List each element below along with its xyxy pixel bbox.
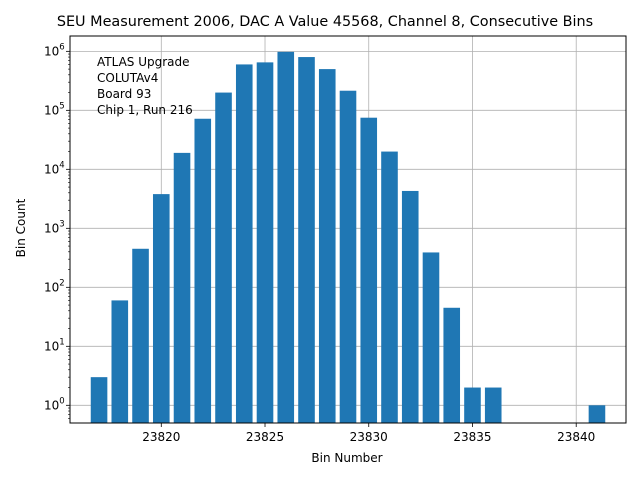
y-tick-label: 103 — [44, 219, 65, 235]
y-tick-label: 104 — [44, 160, 65, 176]
annotation-line: COLUTAv4 — [97, 71, 158, 85]
annotation-line: Chip 1, Run 216 — [97, 103, 193, 117]
bar — [90, 377, 108, 423]
bar — [464, 387, 481, 423]
bar — [152, 194, 170, 423]
y-tick-label: 105 — [44, 101, 65, 117]
annotation: ATLAS Upgrade COLUTAv4 Board 93 Chip 1, Ru… — [97, 55, 193, 117]
bar — [339, 90, 357, 424]
bar — [484, 387, 502, 423]
axes-frame — [69, 35, 627, 424]
ticks: 23820 23825 23830 23835 23840 100 101 102 103 104… — [44, 42, 595, 444]
bar — [256, 62, 274, 423]
bar — [194, 118, 212, 423]
y-tick-label: 106 — [44, 42, 65, 58]
bar — [173, 152, 191, 423]
bar — [277, 51, 295, 424]
y-tick-label: 100 — [44, 396, 65, 412]
annotation-line: ATLAS Upgrade — [97, 55, 190, 69]
bar — [443, 307, 461, 423]
bar — [422, 252, 440, 423]
x-tick-label: 23840 — [557, 430, 595, 444]
bar — [360, 117, 378, 423]
chart-title: SEU Measurement 2006, DAC A Value 45568,… — [57, 14, 593, 30]
y-tick-label: 102 — [44, 278, 65, 294]
bar — [111, 300, 129, 423]
bar — [235, 64, 253, 423]
y-axis-label: Bin Count — [14, 198, 28, 257]
bar — [318, 69, 336, 423]
bar — [381, 151, 398, 423]
bar — [401, 190, 419, 423]
annotation-line: Board 93 — [97, 87, 151, 101]
x-axis-label: Bin Number — [311, 451, 382, 465]
bars — [90, 51, 606, 424]
bar — [215, 92, 232, 424]
x-tick-label: 23825 — [246, 430, 284, 444]
bar — [132, 248, 149, 423]
bar — [588, 405, 606, 423]
x-tick-label: 23820 — [142, 430, 180, 444]
x-tick-label: 23835 — [453, 430, 491, 444]
x-tick-label: 23830 — [350, 430, 388, 444]
bar — [298, 57, 315, 424]
y-tick-label: 101 — [44, 337, 65, 353]
